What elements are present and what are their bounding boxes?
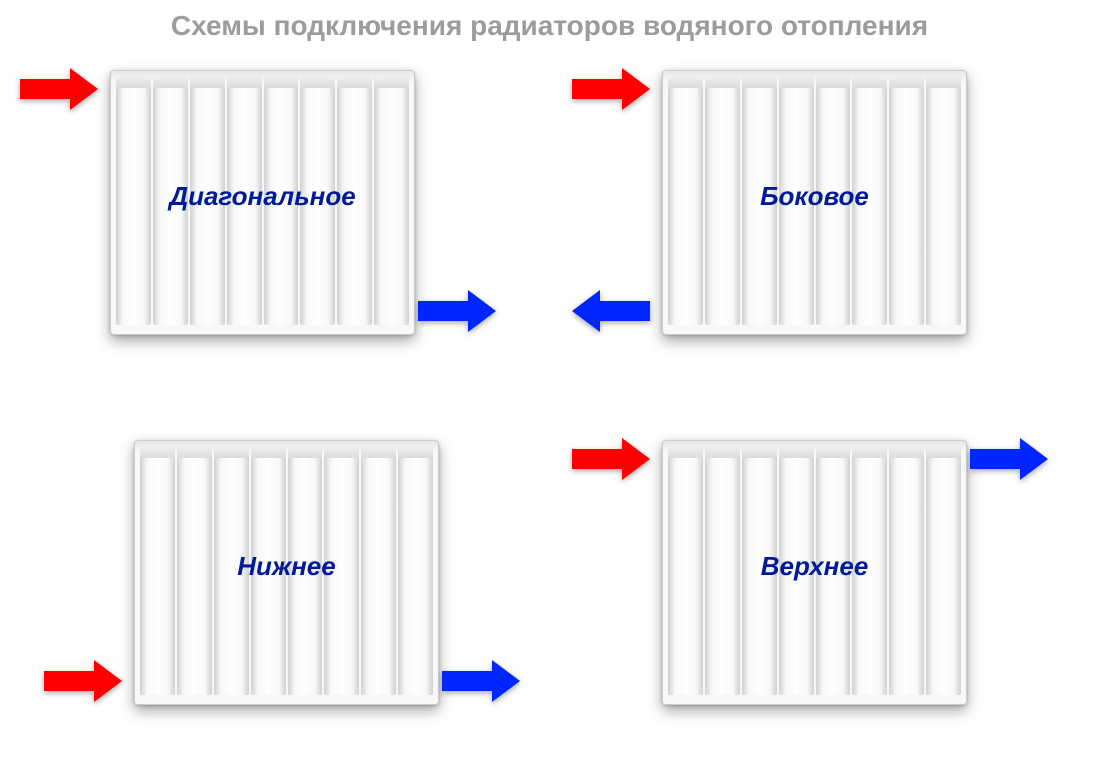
- arrow-side-hot-icon: [572, 68, 650, 110]
- arrow-bottom-cold-icon: [442, 660, 520, 702]
- radiator-label-top: Верхнее: [662, 551, 967, 582]
- radiator-label-side: Боковое: [662, 181, 967, 212]
- arrow-side-cold-icon: [572, 290, 650, 332]
- page-root: Схемы подключения радиаторов водяного от…: [0, 0, 1099, 777]
- arrow-diagonal-hot-icon: [20, 68, 98, 110]
- radiator-top: Верхнее: [662, 440, 967, 705]
- radiator-diagonal: Диагональное: [110, 70, 415, 335]
- arrow-bottom-hot-icon: [44, 660, 122, 702]
- page-title: Схемы подключения радиаторов водяного от…: [0, 10, 1099, 42]
- arrow-top-hot-icon: [572, 438, 650, 480]
- arrow-diagonal-cold-icon: [418, 290, 496, 332]
- radiator-side: Боковое: [662, 70, 967, 335]
- arrow-top-cold-icon: [970, 438, 1048, 480]
- radiator-label-diagonal: Диагональное: [110, 181, 415, 212]
- radiator-label-bottom: Нижнее: [134, 551, 439, 582]
- radiator-bottom: Нижнее: [134, 440, 439, 705]
